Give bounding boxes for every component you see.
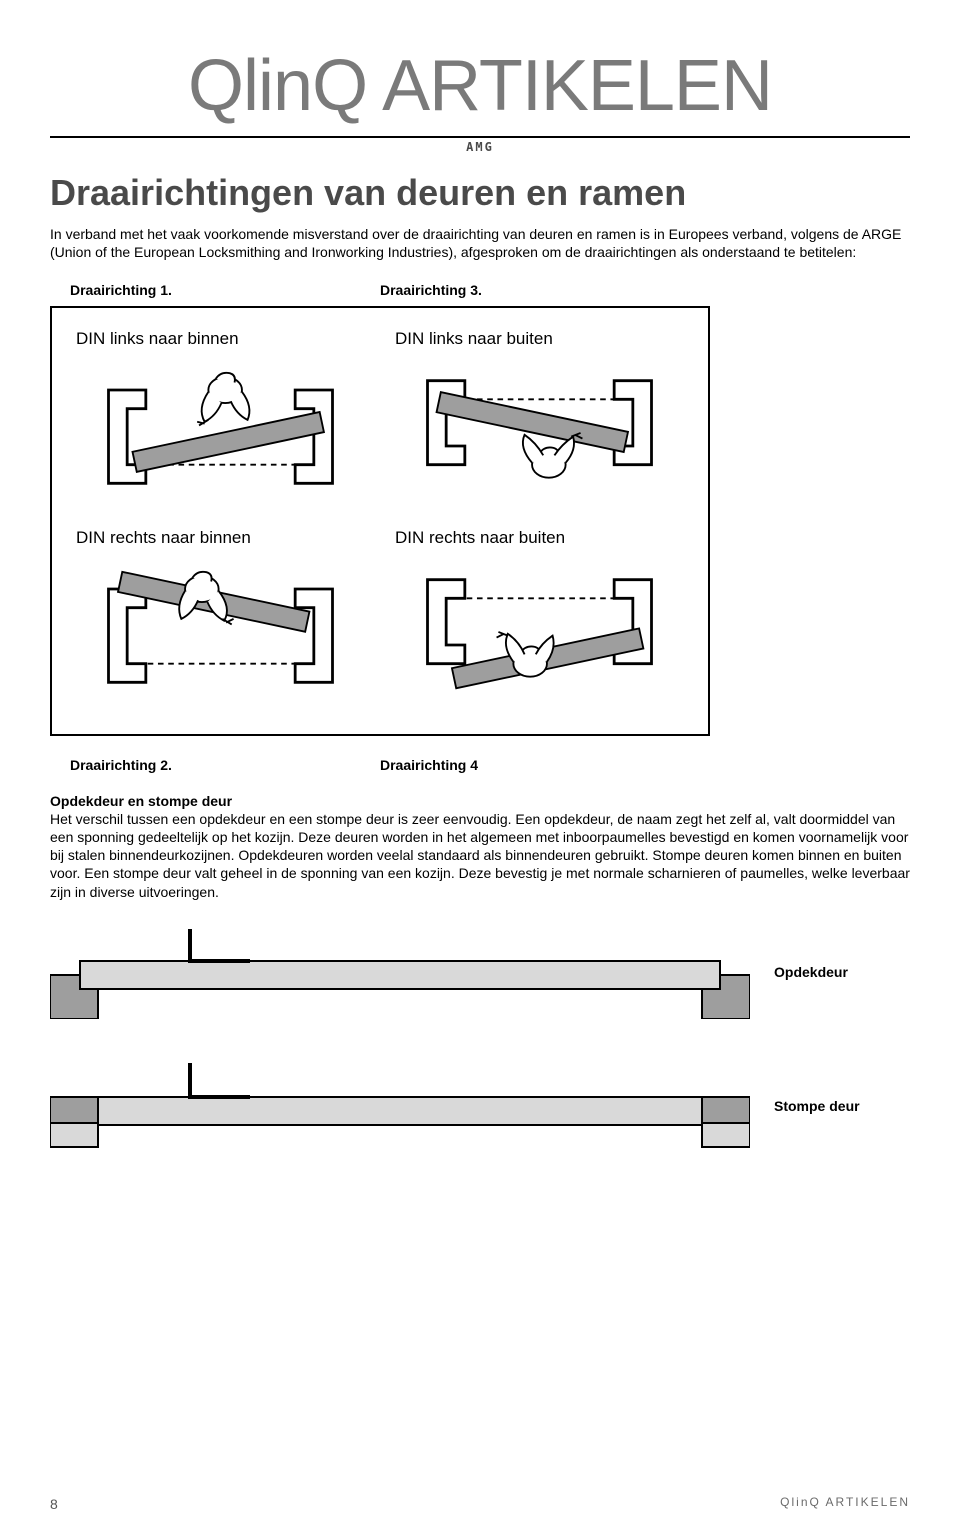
din-links-binnen-icon: [76, 362, 365, 502]
top-direction-labels: Draairichting 1. Draairichting 3.: [50, 281, 910, 299]
opdek-title: Opdekdeur en stompe deur: [50, 792, 910, 810]
diagram-cell-tl: [76, 362, 365, 502]
label-draairichting-2: Draairichting 2.: [50, 756, 380, 774]
din-rechts-buiten-icon: [395, 561, 684, 701]
opdek-body: Het verschil tussen een opdekdeur en een…: [50, 810, 910, 901]
intro-paragraph: In verband met het vaak voorkomende misv…: [50, 225, 910, 261]
diagram-label-tl: DIN links naar binnen: [76, 328, 365, 350]
opdekdeur-diagram: Opdekdeur: [50, 929, 910, 1019]
masthead-divider: [50, 136, 910, 138]
stompedeur-label: Stompe deur: [774, 1063, 860, 1115]
diagram-label-tr: DIN links naar buiten: [395, 328, 684, 350]
opdekdeur-label: Opdekdeur: [774, 929, 848, 981]
page-footer: 8 QlinQ ARTIKELEN: [50, 1495, 910, 1513]
masthead-sublogo: AMG: [50, 140, 910, 156]
footer-brand: QlinQ ARTIKELEN: [780, 1495, 910, 1513]
section-title: Draairichtingen van deuren en ramen: [50, 170, 910, 217]
diagram-label-bl: DIN rechts naar binnen: [76, 527, 365, 549]
din-links-buiten-icon: [395, 362, 684, 502]
din-rechts-binnen-icon: [76, 561, 365, 701]
mid-direction-labels: Draairichting 2. Draairichting 4: [50, 756, 910, 774]
label-draairichting-1: Draairichting 1.: [50, 281, 380, 299]
din-diagram-box: DIN links naar binnen DIN links naar bui…: [50, 306, 710, 736]
opdekdeur-svg: [50, 929, 750, 1019]
label-draairichting-4: Draairichting 4: [380, 756, 910, 774]
stompedeur-diagram: Stompe deur: [50, 1063, 910, 1153]
stompedeur-svg: [50, 1063, 750, 1153]
label-draairichting-3: Draairichting 3.: [380, 281, 910, 299]
diagram-label-br: DIN rechts naar buiten: [395, 527, 684, 549]
page-number: 8: [50, 1495, 58, 1513]
diagram-cell-br: [395, 561, 684, 701]
diagram-cell-tr: [395, 362, 684, 502]
masthead: QlinQ ARTIKELEN AMG: [50, 40, 910, 155]
masthead-title: QlinQ ARTIKELEN: [50, 40, 910, 134]
page: QlinQ ARTIKELEN AMG Draairichtingen van …: [0, 0, 960, 1533]
diagram-cell-bl: [76, 561, 365, 701]
